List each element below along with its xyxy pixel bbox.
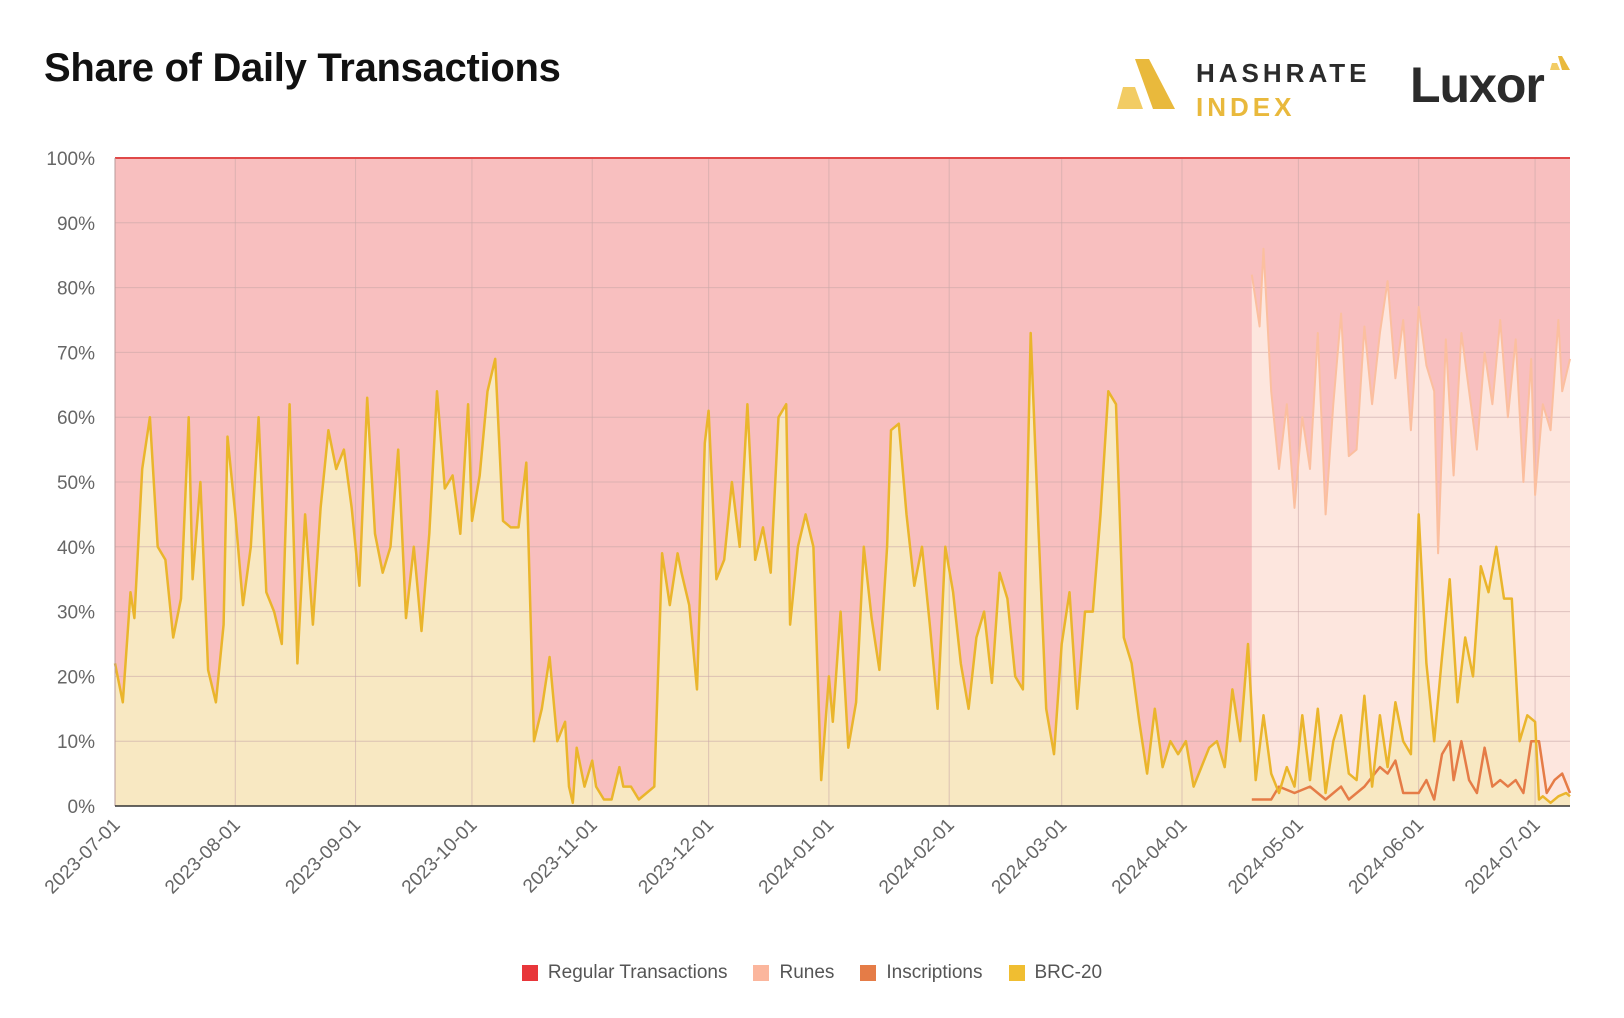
chart-legend: Regular Transactions Runes Inscriptions BRC… (0, 962, 1624, 984)
y-tick-label: 10% (57, 732, 95, 753)
legend-label: Runes (779, 962, 835, 983)
luxor-logo-text: Luxor (1410, 57, 1545, 113)
legend-item: Inscriptions (860, 962, 983, 984)
luxor-logo-icon (1550, 56, 1570, 70)
y-tick-label: 70% (57, 343, 95, 364)
x-tick-label: 2023-08-01 (161, 815, 245, 899)
x-tick-label: 2024-03-01 (988, 815, 1072, 899)
y-tick-label: 40% (57, 538, 95, 559)
legend-label: Regular Transactions (547, 962, 728, 983)
x-tick-label: 2024-06-01 (1345, 815, 1429, 899)
y-tick-label: 50% (57, 473, 95, 494)
runes-line (1250, 247, 1571, 555)
brc20-area (115, 333, 1570, 806)
legend-item: BRC-20 (1008, 962, 1103, 984)
x-tick-label: 2023-11-01 (519, 815, 602, 898)
x-tick-label: 2024-07-01 (1461, 815, 1545, 899)
legend-label: Inscriptions (886, 962, 983, 983)
x-tick-label: 2024-04-01 (1108, 815, 1192, 899)
y-tick-label: 20% (57, 667, 95, 688)
legend-swatch (753, 965, 770, 981)
y-tick-label: 90% (57, 214, 95, 235)
hashrate-logo-text: HASHRATE (1196, 58, 1371, 88)
inscriptions-line (1251, 739, 1572, 801)
x-tick-label: 2024-02-01 (875, 815, 959, 899)
legend-item: Regular Transactions (521, 962, 728, 984)
legend-swatch (860, 965, 877, 981)
y-tick-label: 100% (46, 149, 95, 170)
x-tick-label: 2023-10-01 (398, 815, 482, 899)
x-tick-label: 2024-05-01 (1224, 815, 1308, 899)
index-logo-text: INDEX (1196, 92, 1296, 122)
y-tick-label: 30% (57, 603, 95, 624)
legend-swatch (1008, 965, 1025, 981)
x-tick-label: 2023-07-01 (41, 815, 125, 899)
x-tick-label: 2023-12-01 (635, 815, 719, 899)
y-tick-label: 0% (68, 797, 96, 818)
legend-swatch (521, 965, 538, 981)
y-tick-label: 60% (57, 408, 95, 429)
chart-title: Share of Daily Transactions (44, 46, 561, 90)
legend-label: BRC-20 (1034, 962, 1103, 983)
x-tick-label: 2024-01-01 (755, 815, 839, 899)
y-tick-label: 80% (57, 279, 95, 300)
brc20-line (113, 331, 1571, 805)
legend-item: Runes (753, 962, 834, 984)
hashrate-index-logo-icon (1117, 59, 1175, 109)
x-tick-label: 2023-09-01 (282, 815, 366, 899)
